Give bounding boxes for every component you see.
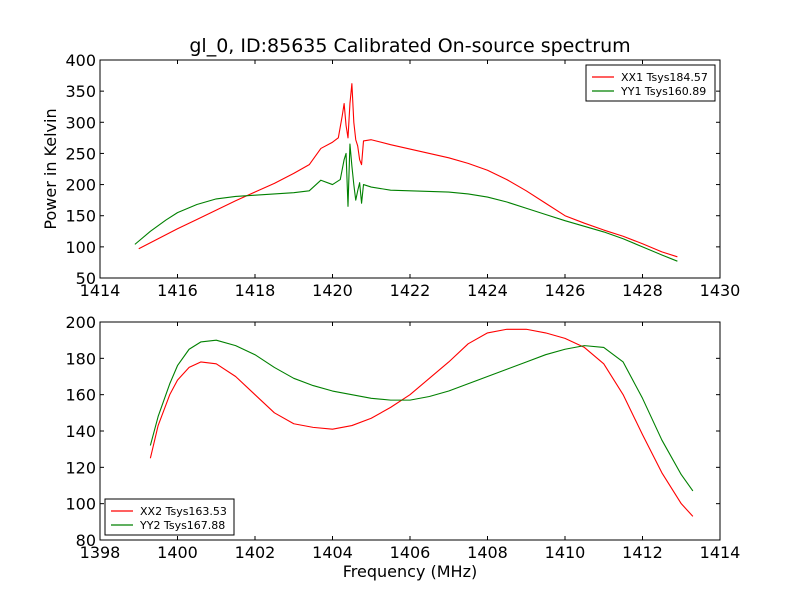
series-line-1 [138, 83, 678, 258]
x-tick-label: 1430 [700, 281, 741, 300]
series-line-2 [134, 143, 678, 262]
y-tick-label: 100 [65, 238, 96, 257]
x-tick-label: 1410 [545, 543, 586, 562]
legend-label-2: YY1 Tsys160.89 [620, 85, 706, 98]
legend-box [585, 64, 716, 102]
y-tick-label: 400 [65, 51, 96, 70]
y-tick-label: 140 [65, 422, 96, 441]
x-tick-label: 1414 [80, 281, 121, 300]
y-axis-label: Power in Kelvin [41, 108, 60, 229]
y-tick-label: 160 [65, 386, 96, 405]
y-tick-label: 120 [65, 458, 96, 477]
x-tick-label: 1402 [235, 543, 276, 562]
x-tick-label: 1408 [467, 543, 508, 562]
x-tick-label: 1420 [312, 281, 353, 300]
legend-box [104, 498, 235, 536]
x-tick-label: 1424 [467, 281, 508, 300]
x-tick-label: 1406 [390, 543, 431, 562]
series-group [149, 328, 694, 517]
bottom-panel: 1398 1400 1402 1404 1406 1408 1410 1412 1414 80 10… [65, 313, 740, 581]
chart-title: gl_0, ID:85635 Calibrated On-source spec… [189, 35, 630, 57]
x-tick-label: 1422 [390, 281, 431, 300]
x-tick-label: 1428 [622, 281, 663, 300]
x-tick-label: 1398 [80, 543, 121, 562]
x-tick-label: 1426 [545, 281, 586, 300]
series-group [134, 83, 678, 262]
top-panel: 1414 1416 1418 1420 1422 1424 1426 1428 1430 50 10… [41, 35, 740, 300]
y-tick-label: 100 [65, 495, 96, 514]
legend-label-1: XX1 Tsys184.57 [621, 71, 708, 84]
y-tick-label: 200 [65, 176, 96, 195]
x-tick-label: 1418 [235, 281, 276, 300]
x-tick-label: 1414 [700, 543, 741, 562]
y-tick-label: 180 [65, 349, 96, 368]
y-tick-label: 200 [65, 313, 96, 332]
series-line-1 [149, 328, 694, 517]
series-line-2 [149, 339, 694, 492]
legend-label-2: YY2 Tsys167.88 [139, 519, 225, 532]
x-tick-label: 1404 [312, 543, 353, 562]
y-tick-label: 150 [65, 207, 96, 226]
y-tick-label: 80 [76, 531, 96, 550]
x-tick-label: 1400 [157, 543, 198, 562]
y-tick-label: 250 [65, 144, 96, 163]
y-tick-label: 300 [65, 113, 96, 132]
y-tick-label: 350 [65, 82, 96, 101]
y-tick-label: 50 [76, 269, 96, 288]
x-tick-label: 1416 [157, 281, 198, 300]
x-axis-label: Frequency (MHz) [343, 562, 477, 581]
legend-label-1: XX2 Tsys163.53 [140, 505, 227, 518]
x-tick-label: 1412 [622, 543, 663, 562]
